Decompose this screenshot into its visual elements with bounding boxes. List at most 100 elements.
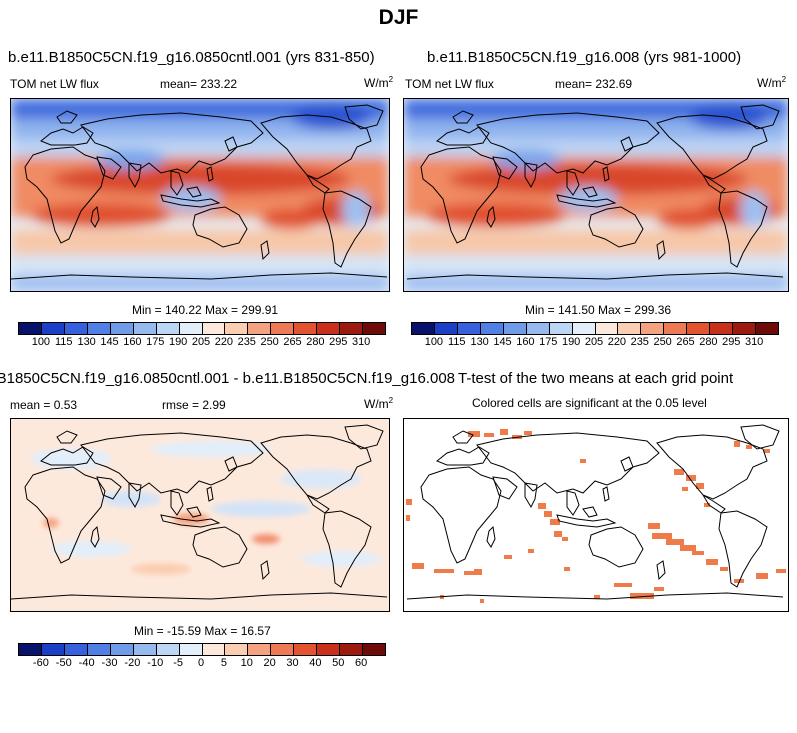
colorbar-absolute-left-swatch (133, 323, 157, 334)
colorbar-absolute-left-tick-label: 310 (351, 336, 371, 348)
colorbar-absolute-left-swatch (41, 323, 65, 334)
colorbar-absolute-right-swatch (480, 323, 504, 334)
colorbar-absolute-left-swatch (179, 323, 203, 334)
significant-cell (648, 523, 660, 529)
significant-cell (704, 503, 710, 507)
panel3-map (10, 418, 390, 612)
colorbar-difference-tick-label: 60 (355, 657, 368, 669)
panel3-map-svg (11, 419, 389, 611)
colorbar-absolute-left-tick-label: 145 (100, 336, 119, 348)
colorbar-absolute-right-tick-label: 130 (470, 336, 489, 348)
panel1-variable-label: TOM net LW flux (10, 77, 99, 91)
significant-cell (554, 531, 562, 537)
significant-cell (734, 441, 740, 447)
colorbar-absolute-left-swatch (294, 323, 318, 334)
significant-cell (630, 593, 654, 599)
panel3-title: b.e11.B1850C5CN.f19_g16.0850cntl.001 - b… (0, 370, 455, 387)
significant-cell (504, 555, 512, 559)
significant-cell (682, 487, 688, 491)
significant-cell (580, 459, 586, 463)
colorbar-absolute-right-swatch (710, 323, 734, 334)
colorbar-difference-tick-label: 20 (263, 657, 276, 669)
colorbar-absolute-right-tick-label: 310 (744, 336, 764, 348)
panel1-map (10, 98, 390, 292)
significant-cell (696, 483, 704, 489)
colorbar-absolute-right-swatch (687, 323, 711, 334)
colorbar-absolute-right-tick-label: 250 (653, 336, 672, 348)
colorbar-absolute-right-swatch (457, 323, 481, 334)
panel4-map (403, 418, 789, 612)
panel1-map-svg (11, 99, 389, 291)
colorbar-absolute-left-swatch (87, 323, 111, 334)
significant-cell (680, 545, 696, 551)
significant-cell (550, 519, 560, 525)
colorbar-absolute-left-tick-label: 265 (283, 336, 302, 348)
significant-cell (764, 449, 770, 453)
colorbar-absolute-left-tick-label: 235 (237, 336, 256, 348)
significant-cell (538, 503, 546, 509)
panel2-map (403, 98, 789, 292)
colorbar-difference (18, 643, 386, 656)
colorbar-difference-tick-label: -10 (147, 657, 164, 669)
colorbar-absolute-right-swatch (503, 323, 527, 334)
colorbar-absolute-left (18, 322, 386, 335)
colorbar-absolute-right-swatch (434, 323, 458, 334)
colorbar-absolute-right-tick-label: 175 (539, 336, 558, 348)
colorbar-difference-tick-label: 50 (332, 657, 345, 669)
colorbar-absolute-right-tick-label: 265 (676, 336, 695, 348)
panel2-variable-label: TOM net LW flux (405, 77, 494, 91)
colorbar-difference-tick-label: -5 (173, 657, 184, 669)
colorbar-absolute-left-tick-label: 130 (77, 336, 96, 348)
panel3-rmse-label: rmse = 2.99 (162, 398, 226, 412)
colorbar-absolute-right-tick-label: 220 (607, 336, 627, 348)
significant-cell (564, 567, 570, 571)
colorbar-absolute-right-ticks: 100 115 130 145 160 175 190 205 220 235 250 265 280 2… (411, 336, 777, 350)
panel1-title: b.e11.B1850C5CN.f19_g16.0850cntl.001 (yr… (8, 49, 375, 66)
panel1-unit: W/m2 (364, 75, 394, 90)
colorbar-absolute-left-swatch (317, 323, 341, 334)
colorbar-difference-swatch (179, 644, 203, 655)
panel3-title-clip: b.e11.B1850C5CN.f19_g16.0850cntl.001 - b… (0, 368, 455, 390)
colorbar-absolute-left-swatch (340, 323, 364, 334)
figure-title: DJF (378, 6, 419, 29)
colorbar-difference-swatch (19, 644, 42, 655)
panel4-title: T-test of the two means at each grid poi… (458, 370, 734, 387)
colorbar-absolute-left-tick-label: 295 (329, 336, 348, 348)
significant-cell (412, 563, 424, 569)
colorbar-difference-swatch (87, 644, 111, 655)
panel2-minmax: Min = 141.50 Max = 299.36 (525, 303, 672, 317)
significant-cells (406, 429, 786, 603)
colorbar-absolute-left-swatch (271, 323, 295, 334)
colorbar-difference-swatch (133, 644, 157, 655)
colorbar-difference-tick-label: 0 (197, 657, 205, 669)
colorbar-absolute-left-tick-label: 220 (214, 336, 234, 348)
colorbar-difference-swatch (64, 644, 88, 655)
panel2-map-svg (404, 99, 788, 291)
significant-cell (406, 499, 412, 505)
colorbar-difference-swatch (363, 644, 385, 655)
colorbar-absolute-left-swatch (110, 323, 134, 334)
colorbar-absolute-right-swatch (572, 323, 596, 334)
significant-cell (652, 533, 672, 539)
colorbar-absolute-right-tick-label: 295 (722, 336, 741, 348)
panel3-mean-label: mean = 0.53 (10, 398, 78, 412)
significant-cell (734, 579, 744, 583)
colorbar-absolute-left-tick-label: 190 (168, 336, 188, 348)
colorbar-absolute-left-tick-label: 175 (146, 336, 165, 348)
significant-cell (464, 571, 474, 575)
significant-cell (666, 539, 684, 545)
significant-cell (706, 559, 718, 565)
colorbar-absolute-right-tick-label: 145 (493, 336, 512, 348)
colorbar-absolute-right-tick-label: 235 (630, 336, 649, 348)
significant-cell (528, 549, 534, 553)
significant-cell (746, 445, 752, 449)
colorbar-difference-tick-label: 30 (286, 657, 299, 669)
significant-cell (500, 429, 508, 435)
significant-cell (686, 475, 696, 481)
significant-cell (474, 569, 482, 575)
colorbar-difference-swatch (294, 644, 318, 655)
panel3-unit: W/m2 (364, 396, 394, 411)
colorbar-absolute-right-tick-label: 100 (424, 336, 444, 348)
colorbar-absolute-left-tick-label: 100 (31, 336, 51, 348)
panel3-minmax: Min = -15.59 Max = 16.57 (134, 624, 271, 638)
